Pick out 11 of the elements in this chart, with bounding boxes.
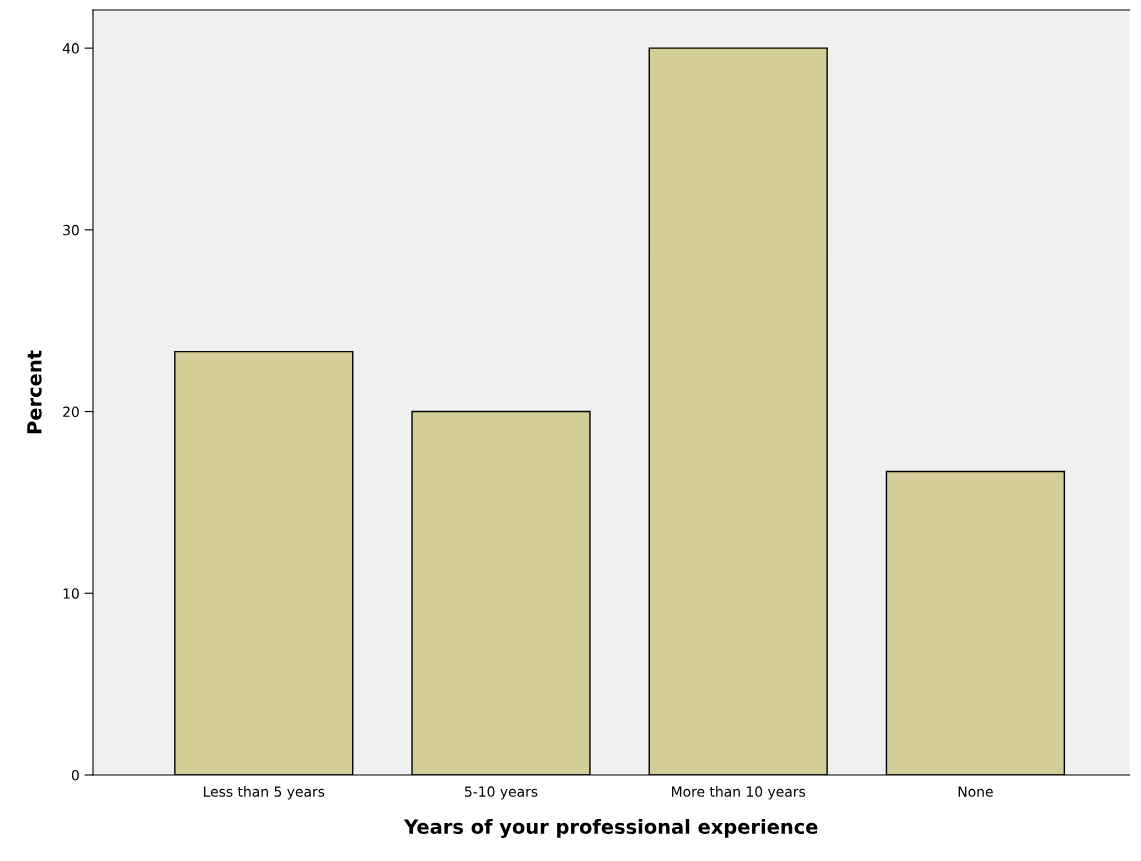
y-tick-label: 10 xyxy=(63,588,79,599)
y-tick-label: 30 xyxy=(63,224,79,236)
y-axis-title: Percent xyxy=(27,350,42,434)
y-tick-label: 40 xyxy=(62,43,79,54)
y-tick-label: 20 xyxy=(63,406,79,418)
x-tick-label: Less than 5 years xyxy=(203,786,325,800)
x-tick-label: 5-10 years xyxy=(464,786,538,800)
x-axis-title: Years of your professional experience xyxy=(403,818,818,838)
x-tick-label: None xyxy=(958,786,993,797)
y-tick-label: 0 xyxy=(71,769,79,781)
x-tick-label: More than 10 years xyxy=(672,786,806,800)
